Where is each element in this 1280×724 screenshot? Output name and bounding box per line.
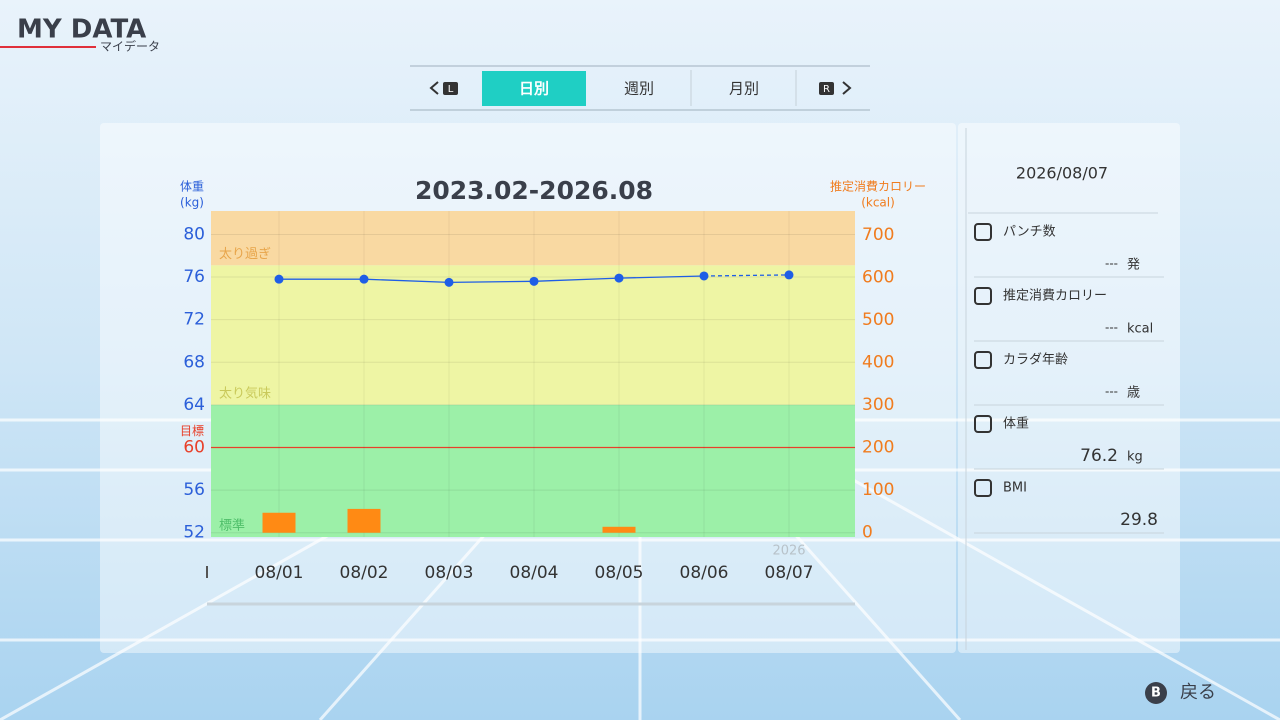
band xyxy=(211,211,855,266)
x-tick-label: 08/07 xyxy=(765,563,814,583)
side-panel xyxy=(958,123,1180,653)
tab[interactable]: 月別 xyxy=(729,80,759,98)
y-tick-label: 68 xyxy=(183,352,205,372)
x-tick-label: 08/01 xyxy=(255,563,304,583)
item-unit: 発 xyxy=(1127,258,1140,273)
header-subtitle: マイデータ xyxy=(100,39,160,54)
bar xyxy=(602,526,636,533)
line-segment xyxy=(448,280,535,284)
line-segment xyxy=(703,274,790,277)
x-tick-label: 08/04 xyxy=(510,563,559,583)
y2-tick-label: 200 xyxy=(862,438,894,458)
item-value: --- xyxy=(1105,385,1118,399)
x-tick-label: 08/03 xyxy=(425,563,474,583)
y-tick-label: 64 xyxy=(183,395,205,415)
point xyxy=(784,270,794,280)
y-tick-label: 80 xyxy=(183,224,205,244)
y2-tick-label: 600 xyxy=(862,267,894,287)
item-value: 29.8 xyxy=(1120,510,1158,530)
y-axis-unit: (kg) xyxy=(180,196,204,210)
y-tick-label: 76 xyxy=(183,267,205,287)
item-label: パンチ数 xyxy=(1003,225,1056,240)
y2-tick-label: 100 xyxy=(862,480,894,500)
x-tick-label: 08/05 xyxy=(595,563,644,583)
b-button-label: B xyxy=(1151,686,1161,701)
band-label: 標準 xyxy=(219,518,245,534)
item-label: 体重 xyxy=(1003,416,1029,432)
tab-next-arrow[interactable] xyxy=(842,81,852,95)
item-unit: 歳 xyxy=(1127,386,1140,401)
point xyxy=(359,274,369,284)
item-unit: kcal xyxy=(1127,322,1153,337)
y-axis-label: 体重 xyxy=(180,180,204,194)
side-date: 2026/08/07 xyxy=(1016,164,1108,183)
year-label: 2026 xyxy=(772,544,805,559)
item-label: BMI xyxy=(1003,481,1027,496)
band xyxy=(211,265,855,405)
point xyxy=(444,277,454,287)
r-button[interactable] xyxy=(819,82,834,95)
y2-axis-unit: (kcal) xyxy=(861,196,895,210)
bar xyxy=(347,508,381,533)
line-segment xyxy=(618,275,705,279)
header-title: MY DATA xyxy=(17,15,146,45)
item-label: 推定消費カロリー xyxy=(1003,289,1107,304)
y-tick-label: 52 xyxy=(183,523,205,543)
point xyxy=(274,274,284,284)
item-unit: kg xyxy=(1127,450,1143,465)
y-tick-label: 56 xyxy=(183,480,205,500)
chart-title: 2023.02-2026.08 xyxy=(415,176,653,205)
item-value: --- xyxy=(1105,257,1118,271)
tab[interactable]: 日別 xyxy=(519,80,549,98)
item-icon xyxy=(974,479,992,497)
y2-tick-label: 300 xyxy=(862,395,894,415)
band-label: 太り気味 xyxy=(219,385,271,401)
y2-tick-label: 400 xyxy=(862,353,894,373)
item-icon xyxy=(974,415,992,433)
item-value: --- xyxy=(1105,321,1118,335)
line-segment xyxy=(363,278,450,284)
b-button[interactable] xyxy=(1145,682,1167,704)
tab-bar: L R xyxy=(410,65,870,111)
item-icon xyxy=(974,351,992,369)
item-icon xyxy=(974,287,992,305)
point xyxy=(614,273,624,283)
y-tick-label: 60 xyxy=(183,438,205,458)
bar xyxy=(262,512,296,533)
line-segment xyxy=(533,277,620,282)
y2-tick-label: 0 xyxy=(862,523,873,543)
band-label: 太り過ぎ xyxy=(219,247,271,262)
point xyxy=(529,276,539,286)
tab-prev-arrow[interactable] xyxy=(429,81,439,95)
item-value: 76.2 xyxy=(1080,446,1118,466)
tab-active-bg xyxy=(482,71,586,106)
r-button-label: R xyxy=(823,84,830,95)
l-button[interactable] xyxy=(443,82,458,95)
target-label: 目標 xyxy=(180,424,204,438)
band xyxy=(211,404,855,537)
x-tick-label: 08/02 xyxy=(340,563,389,583)
x-tick-label: 08/06 xyxy=(680,563,729,583)
tab[interactable]: 週別 xyxy=(624,80,654,98)
item-label: カラダ年齢 xyxy=(1003,353,1068,368)
back-label[interactable]: 戻る xyxy=(1180,682,1216,703)
item-icon xyxy=(974,223,992,241)
y2-tick-label: 700 xyxy=(862,225,894,245)
y2-tick-label: 500 xyxy=(862,310,894,330)
y-tick-label: 72 xyxy=(183,310,205,330)
y2-axis-label: 推定消費カロリー xyxy=(830,179,926,194)
l-button-label: L xyxy=(448,84,454,95)
point xyxy=(699,271,709,281)
